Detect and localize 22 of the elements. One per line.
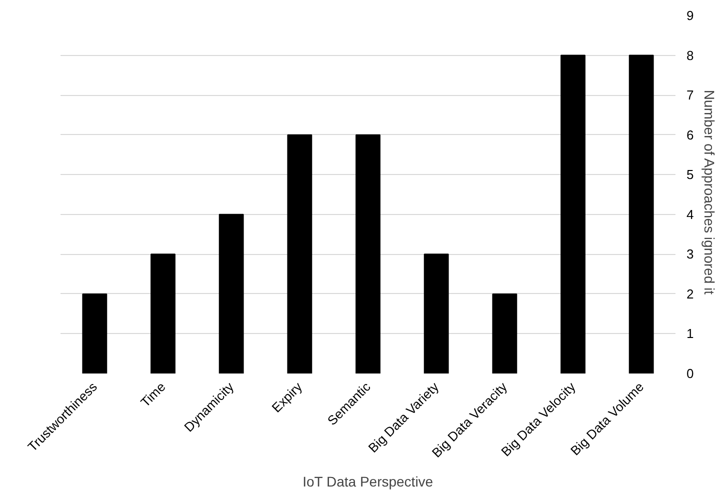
- y-tick-label: 2: [686, 286, 694, 302]
- bar: [628, 54, 654, 374]
- x-axis-title: IoT Data Perspective: [302, 474, 434, 490]
- y-tick-label: 5: [686, 167, 694, 182]
- y-tick-label: 7: [686, 88, 694, 103]
- bar: [82, 293, 108, 374]
- bar: [356, 134, 380, 374]
- bar: [218, 214, 244, 374]
- bar: [150, 254, 176, 374]
- y-tick-label: 4: [686, 206, 694, 222]
- y-tick-label: 6: [686, 127, 694, 142]
- y-axis-title: Number of Approaches ignored it: [702, 90, 718, 295]
- y-tick-label: 3: [686, 246, 694, 262]
- y-tick-label: 9: [686, 8, 694, 23]
- y-tick-label: 0: [686, 366, 694, 381]
- y-tick-label: 1: [686, 326, 694, 342]
- y-tick-label: 8: [686, 48, 694, 63]
- bar: [492, 293, 518, 374]
- bar: [560, 54, 586, 374]
- x-tick-label: Time: [138, 379, 168, 410]
- bar: [424, 254, 449, 374]
- bar: [287, 134, 312, 374]
